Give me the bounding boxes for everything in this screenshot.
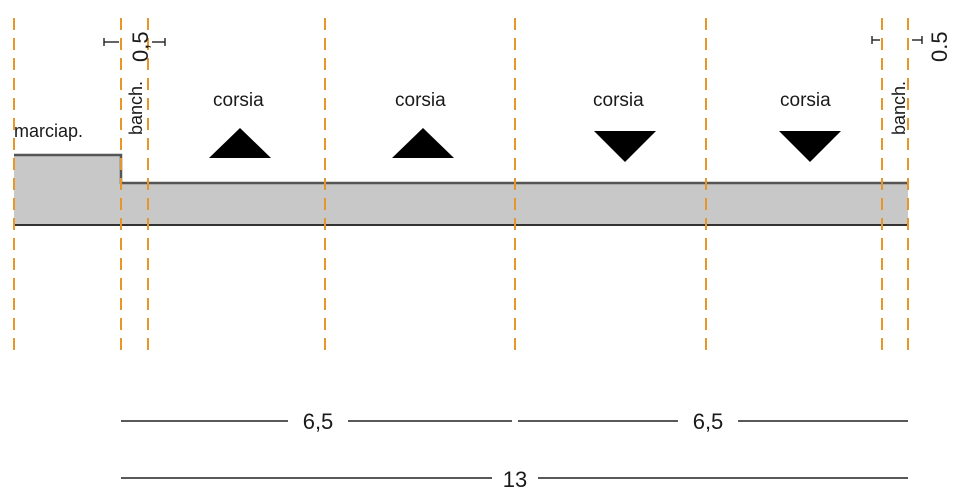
width-left-label: 0,5 — [128, 31, 153, 62]
dimension-half-left: 6,5 — [303, 409, 334, 434]
width-right-label: 0.5 — [927, 31, 952, 62]
road-deck — [14, 155, 908, 225]
lane-label: corsia — [593, 90, 644, 111]
top-width-markers — [103, 36, 923, 46]
axis-lines — [13, 18, 909, 350]
up-arrow-icon — [209, 128, 271, 158]
lane-label: corsia — [213, 90, 264, 111]
down-arrow-icon — [779, 131, 841, 162]
lane-label: corsia — [395, 90, 446, 111]
lane-arrows — [209, 128, 841, 162]
dimension-half-right: 6,5 — [693, 409, 724, 434]
up-arrow-icon — [392, 128, 454, 158]
lane-label: corsia — [780, 90, 831, 111]
shoulder-left-label: banch. — [126, 81, 146, 135]
shoulder-right-label: banch. — [889, 81, 909, 135]
dimension-lines — [121, 420, 908, 479]
down-arrow-icon — [594, 131, 656, 162]
sidewalk-label: marciap. — [14, 121, 83, 141]
dimension-total: 13 — [503, 467, 527, 492]
